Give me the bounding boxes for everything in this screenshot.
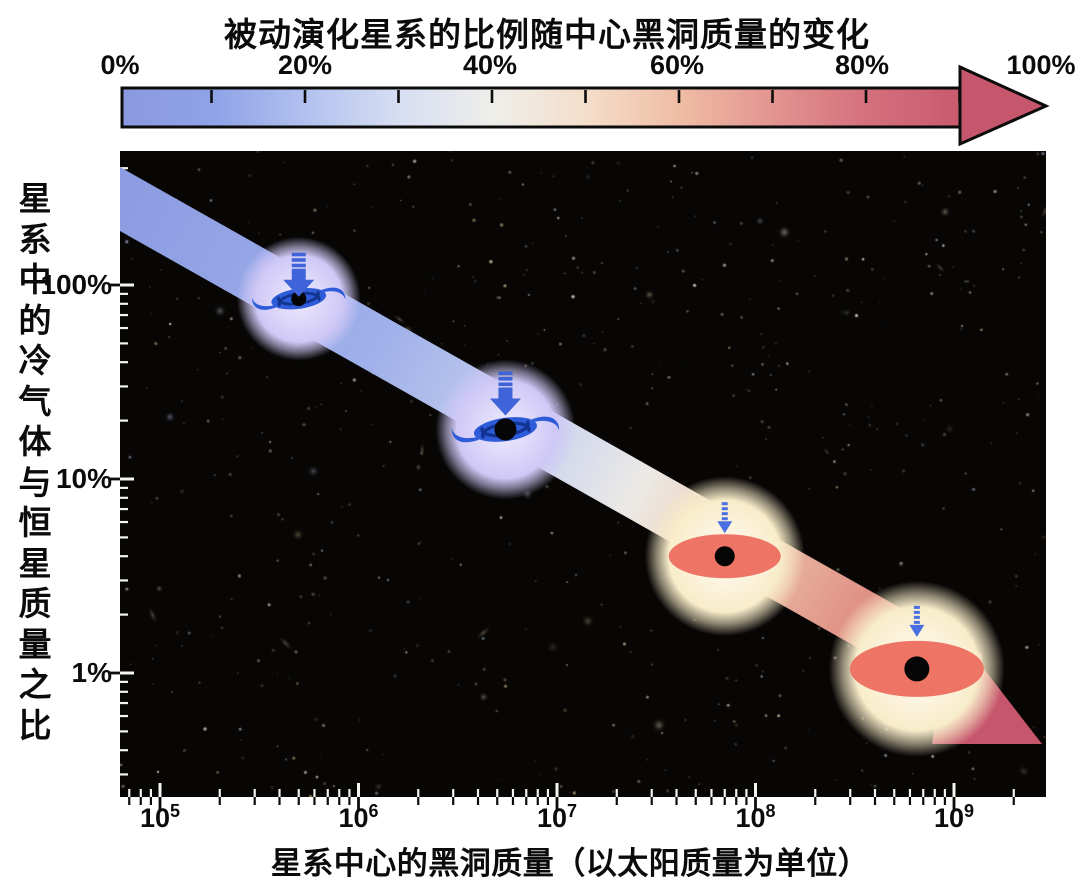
y-axis-title-char: 量 [18,627,52,664]
x-tick-label: 107 [536,801,578,833]
galaxy-marker [435,359,576,500]
colorbar-label: 0% [100,50,140,80]
x-tick-label: 109 [933,801,975,833]
y-axis-title-char: 星 [18,182,52,218]
y-axis-title-char: 系 [18,222,52,259]
y-axis-title-char: 中 [18,263,52,299]
x-tick-label: 105 [139,801,181,833]
x-tick-label: 108 [735,801,776,833]
y-tick-label: 100% [40,269,112,300]
dashed-down-arrow-icon [909,605,925,637]
galaxy-markers [236,236,1005,757]
colorbar-arrow-head-icon [958,64,1050,147]
black-hole-dot [291,291,307,307]
black-hole-dot [714,546,735,567]
colorbar-label: 20% [277,50,333,80]
y-tick-label: 10% [55,463,112,494]
figure-title: 被动演化星系的比例随中心黑洞质量的变化 [224,18,870,54]
colorbar-label: 100% [1006,50,1076,80]
galaxy-marker [644,476,805,637]
dashed-down-arrow-icon [717,502,733,534]
y-axis-title-char: 之 [18,668,52,704]
y-axis-title-char: 星 [18,546,52,583]
striped-down-arrow-icon [283,252,315,297]
x-tick-label: 106 [338,801,379,833]
colorbar [120,64,1050,147]
galaxy-marker [828,580,1005,757]
black-hole-dot [494,418,517,441]
x-axis-title: 星系中心的黑洞质量（以太阳质量为单位） [270,846,870,881]
black-hole-dot [904,656,930,682]
y-axis-title: 星系中的冷气体与恒星质量之比 [12,180,58,747]
colorbar-gradient-bar [120,86,964,129]
y-axis-title-char: 体 [18,425,52,461]
colorbar-label: 40% [462,50,518,80]
y-axis-title-char: 的 [18,303,52,340]
y-axis-title-char: 气 [18,384,52,421]
y-axis-title-char: 与 [18,465,52,502]
y-axis-title-char: 质 [18,587,52,623]
striped-down-arrow-icon [489,371,521,416]
plot-area [120,151,1046,797]
y-axis-title-char: 比 [18,708,52,745]
y-tick-label: 1% [71,657,112,688]
y-axis-title-char: 冷 [18,344,52,380]
colorbar-label: 60% [649,50,705,80]
galaxy-marker [236,236,361,361]
colorbar-label: 80% [834,50,890,80]
plot-graphics [120,167,1042,797]
y-axis-title-char: 恒 [18,506,52,542]
axis-inside-ticks [120,167,1015,797]
